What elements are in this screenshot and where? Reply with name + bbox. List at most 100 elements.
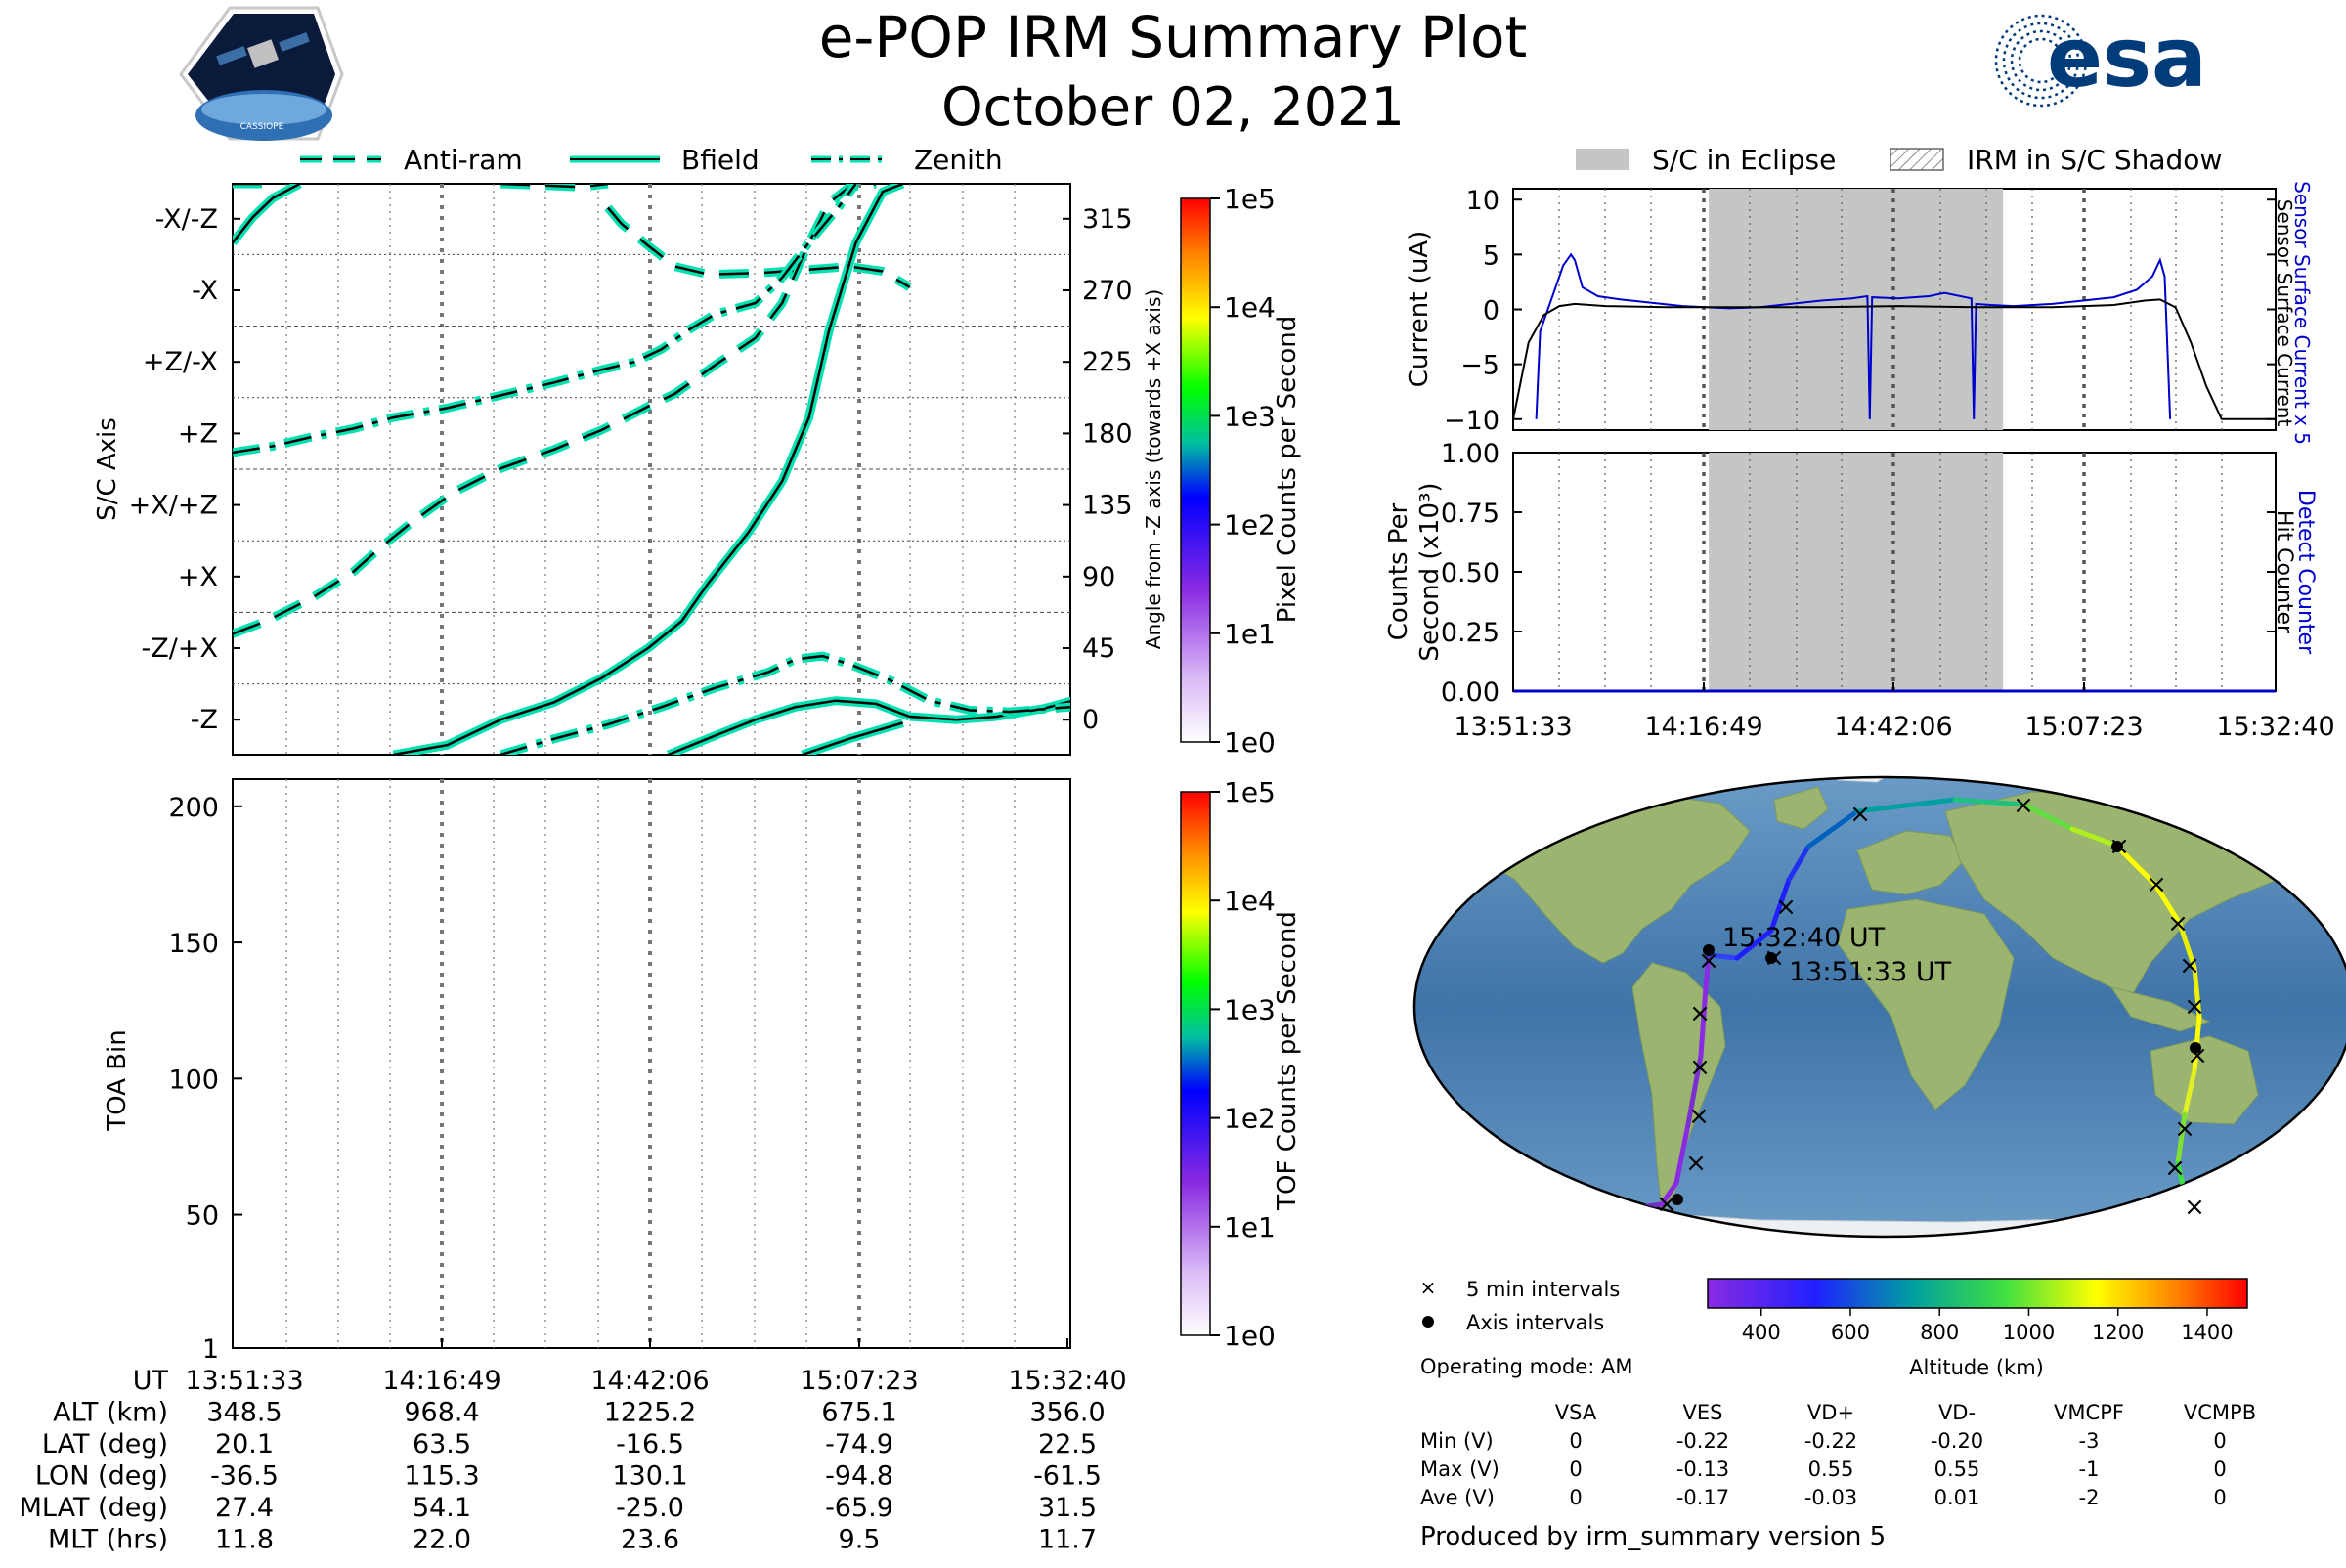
counts-right-label-black: Hit Counter xyxy=(2272,510,2296,634)
counts-plot-body: 1.00 0.75 0.50 0.25 0.00 13:51:33 14:16:49 14:4… xyxy=(1441,439,2335,742)
ground-track-segment xyxy=(1786,844,1811,883)
attitude-left-tick-label: -X/-Z xyxy=(155,204,218,235)
eclipse-region xyxy=(1709,453,2004,691)
axis-interval-marker xyxy=(2111,841,2123,852)
altitude-tick-label: 800 xyxy=(1920,1321,1959,1344)
current-lines xyxy=(1513,252,2276,420)
voltage-cell: -3 xyxy=(2079,1429,2100,1453)
five-minute-marker: × xyxy=(1688,1102,1710,1131)
attitude-right-tick-label: 45 xyxy=(1082,633,1115,664)
attitude-series-solid xyxy=(802,721,903,755)
voltage-header: VMCPF xyxy=(2054,1401,2124,1424)
legend-bfield: Bfield xyxy=(681,144,760,176)
table-cell: 675.1 xyxy=(821,1398,896,1428)
voltage-cell: -0.13 xyxy=(1676,1458,1729,1481)
current-right-label-blue: Sensor Surface Current x 5 xyxy=(2290,181,2314,445)
legend-antiram: Anti-ram xyxy=(404,144,523,176)
toa-tick-label: 200 xyxy=(168,793,219,823)
marker-dot-icon xyxy=(1422,1316,1434,1328)
eclipse-region xyxy=(1709,189,2004,430)
cassiope-logo-label: CASSIOPE xyxy=(240,122,284,132)
voltage-cell: -0.22 xyxy=(1676,1429,1729,1453)
axis-interval-marker xyxy=(1765,952,1777,964)
five-minute-marker: × xyxy=(2184,992,2205,1022)
map-border xyxy=(1412,775,2346,1239)
table-row-label: ALT (km) xyxy=(53,1398,168,1428)
toa-tick-label: 1 xyxy=(202,1334,219,1365)
voltage-row-label: Ave (V) xyxy=(1420,1486,1495,1509)
orbit-parameter-table: UT 13:51:33 14:16:49 14:42:06 15:07:23 15:32:… xyxy=(20,1366,1127,1555)
altitude-tick-label: 1200 xyxy=(2092,1321,2144,1344)
cassiope-logo: CASSIOPE xyxy=(179,6,344,141)
eclipse-legend: S/C in Eclipse IRM in S/C Shadow xyxy=(1576,144,2222,176)
table-cell: -25.0 xyxy=(616,1493,684,1523)
table-cell: 356.0 xyxy=(1029,1398,1105,1428)
table-cell: 23.6 xyxy=(621,1525,679,1555)
legend-eclipse: S/C in Eclipse xyxy=(1652,144,1836,176)
five-minute-marker: × xyxy=(2174,1114,2195,1144)
attitude-series-dash xyxy=(606,206,911,288)
toa-gridlines xyxy=(285,779,1016,1348)
voltage-cell: 0 xyxy=(2213,1458,2226,1481)
attitude-legend: Anti-ram Bfield Zenith xyxy=(300,144,1003,176)
altitude-tick-label: 600 xyxy=(1831,1321,1870,1344)
attitude-series-solid xyxy=(393,184,904,755)
five-minute-marker: × xyxy=(2146,870,2167,899)
footer-text: Produced by irm_summary version 5 xyxy=(1420,1522,1886,1551)
ground-track-segment xyxy=(1600,1201,1665,1215)
altitude-colorbar xyxy=(1707,1278,2248,1309)
table-cell: 22.0 xyxy=(413,1525,471,1555)
table-cell: 22.5 xyxy=(1038,1429,1097,1459)
attitude-panel: Anti-ram Bfield Zenith -X/-Z -X +Z/-X +Z +X/… xyxy=(93,144,1302,759)
attitude-left-tick-label: +Z xyxy=(178,418,218,449)
attitude-series-solid-glow xyxy=(233,184,302,245)
attitude-right-tick-label: 0 xyxy=(1082,705,1099,735)
voltage-cell: 0.55 xyxy=(1808,1458,1854,1481)
marker-x-icon: × xyxy=(1420,1276,1437,1299)
voltage-cell: -0.22 xyxy=(1804,1429,1857,1453)
ground-track-segment xyxy=(2069,826,2119,849)
table-cell: 11.8 xyxy=(215,1525,274,1555)
attitude-series-solid xyxy=(233,184,301,243)
ground-track-segment xyxy=(2177,921,2197,971)
attitude-series-solid xyxy=(668,699,910,755)
counts-x-tick-label: 15:07:23 xyxy=(2024,712,2143,742)
ground-track-segment xyxy=(1659,1180,1679,1207)
five-minute-marker: × xyxy=(2179,951,2200,980)
counts-x-tick-label: 15:32:40 xyxy=(2216,712,2334,742)
five-minute-marker: × xyxy=(1698,946,1719,976)
voltage-row-label: Max (V) xyxy=(1420,1458,1499,1481)
voltage-cell: -2 xyxy=(2079,1486,2100,1509)
voltage-cell: 0.01 xyxy=(1934,1486,1980,1509)
colorbar-tick-label: 1e3 xyxy=(1224,400,1276,432)
esa-logo-text: esa xyxy=(2047,10,2207,106)
counts-right-label-blue: Detect Counter xyxy=(2293,490,2318,655)
table-cell: 11.7 xyxy=(1038,1525,1097,1555)
counts-tick-label: 0.25 xyxy=(1441,618,1499,648)
altitude-colorbar-label: Altitude (km) xyxy=(1909,1356,2044,1379)
attitude-series-dashdot-glow xyxy=(233,274,786,457)
current-right-label-black: Sensor Surface Current xyxy=(2273,199,2296,427)
ground-track-segment xyxy=(1768,877,1792,934)
counts-ylabel-line2: Second (x10³) xyxy=(1415,482,1445,661)
colorbar-tick-label: 1e4 xyxy=(1224,291,1276,324)
altitude-tick-label: 1000 xyxy=(2003,1321,2055,1344)
five-minute-marker: × xyxy=(2167,909,2189,938)
map-legend: × 5 min intervals Axis intervals Operati… xyxy=(1420,1276,1633,1378)
altitude-tick-label: 1400 xyxy=(2181,1321,2233,1344)
current-tick-label: 5 xyxy=(1483,240,1499,271)
ground-track-segment xyxy=(2182,1067,2197,1117)
attitude-right-tick-label: 180 xyxy=(1082,418,1133,449)
ground-track-segment xyxy=(1673,1121,1691,1186)
legend-axis: Axis intervals xyxy=(1466,1311,1604,1334)
attitude-ticks: -X/-Z -X +Z/-X +Z +X/+Z +X -Z/+X -Z 315 270 225 180… xyxy=(129,204,1133,735)
voltage-cell: -0.03 xyxy=(1804,1486,1857,1509)
colorbar-tick-label: 1e0 xyxy=(1224,1320,1276,1352)
map-label-end: 15:32:40 UT xyxy=(1722,923,1886,953)
ground-track-segment xyxy=(1734,928,1774,961)
current-tick-label: −10 xyxy=(1444,406,1499,436)
current-series-line xyxy=(1535,252,2172,419)
